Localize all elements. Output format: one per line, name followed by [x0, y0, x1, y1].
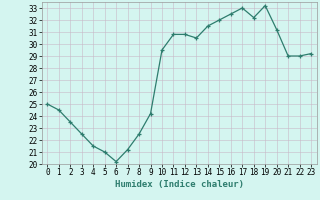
- X-axis label: Humidex (Indice chaleur): Humidex (Indice chaleur): [115, 180, 244, 189]
